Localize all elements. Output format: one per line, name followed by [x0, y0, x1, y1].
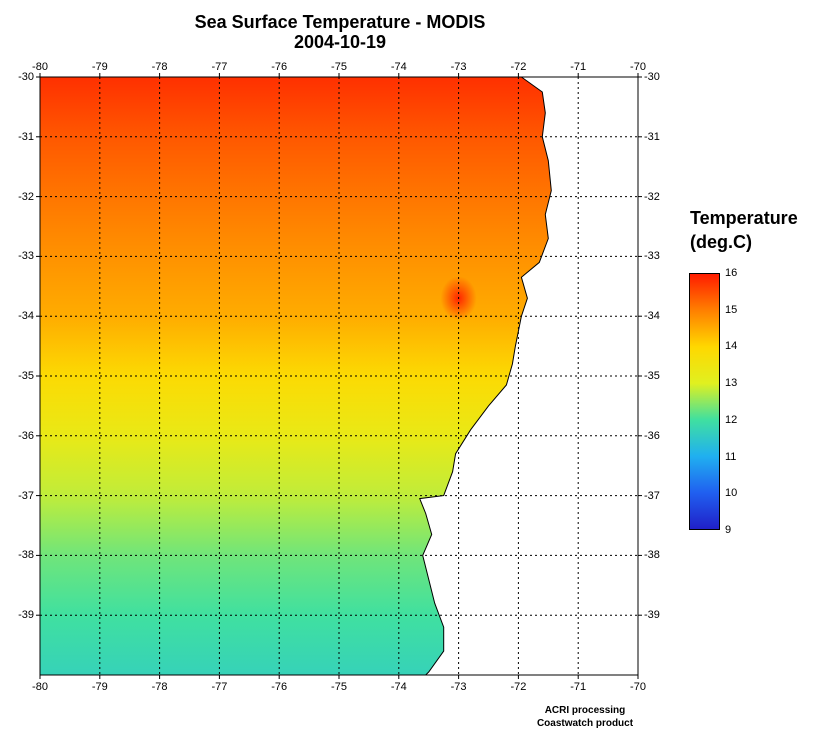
top-lon-label: -77: [211, 61, 228, 73]
colorbar-tick-label: 9: [725, 524, 732, 536]
right-lat-label: -33: [644, 250, 660, 263]
right-lat-label: -30: [644, 71, 660, 83]
left-lat-label: -33: [18, 250, 34, 263]
right-lat-label: -32: [644, 190, 660, 203]
right-lat-label: -39: [644, 609, 660, 622]
left-lat-label: -32: [18, 190, 34, 203]
left-lat-label: -34: [18, 310, 34, 323]
left-lat-label: -39: [18, 609, 34, 622]
bottom-lon-label: -73: [450, 681, 467, 693]
right-lat-label: -35: [644, 370, 660, 382]
right-lat-label: -36: [644, 429, 660, 442]
bottom-lon-label: -76: [271, 681, 288, 693]
map-title: Sea Surface Temperature - MODIS: [194, 12, 486, 32]
colorbar-tick-label: 16: [725, 267, 738, 279]
left-lat-label: -38: [18, 549, 34, 562]
bottom-lon-label: -71: [570, 681, 587, 693]
bottom-lon-label: -79: [91, 681, 108, 693]
bottom-lon-label: -72: [510, 681, 527, 693]
left-lat-label: -37: [18, 489, 34, 502]
top-lon-label: -75: [331, 61, 347, 73]
colorbar-tick-label: 10: [725, 487, 738, 500]
top-lon-label: -78: [151, 61, 168, 73]
left-lat-label: -36: [18, 429, 34, 442]
right-lat-label: -38: [644, 549, 660, 562]
left-lat-label: -30: [18, 71, 34, 83]
colorbar-tick-label: 11: [725, 450, 737, 463]
top-lon-label: -72: [510, 61, 527, 73]
top-lon-label: -74: [390, 61, 407, 73]
bottom-lon-label: -74: [390, 681, 407, 693]
coastline: [418, 76, 552, 676]
top-lon-label: -79: [91, 61, 108, 73]
credit-processing: ACRI processing: [544, 705, 626, 716]
colorbar-units: (deg.C): [690, 232, 752, 252]
top-lon-label: -73: [450, 61, 467, 73]
colorbar-tick-label: 12: [725, 413, 738, 426]
colorbar-tick-label: 15: [725, 303, 738, 316]
colorbar-tick-label: 13: [725, 377, 738, 390]
temperature-colorbar: [689, 273, 720, 530]
bottom-lon-label: -70: [630, 681, 646, 693]
bottom-lon-label: -75: [331, 681, 347, 693]
top-lon-label: -70: [630, 61, 646, 73]
top-lon-label: -80: [32, 61, 48, 73]
bottom-lon-label: -80: [32, 681, 48, 693]
credit-product: Coastwatch product: [536, 718, 634, 729]
left-lat-label: -35: [18, 370, 34, 382]
colorbar-title: Temperature: [690, 208, 798, 228]
map-date: 2004-10-19: [293, 32, 387, 52]
right-lat-label: -37: [644, 489, 660, 502]
left-lat-label: -31: [18, 130, 34, 143]
bottom-lon-label: -77: [211, 681, 228, 693]
right-lat-label: -31: [644, 130, 660, 143]
right-lat-label: -34: [644, 310, 660, 323]
top-lon-label: -76: [271, 61, 288, 73]
bottom-lon-label: -78: [151, 681, 168, 693]
top-lon-label: -71: [570, 61, 587, 73]
colorbar-tick-label: 14: [725, 340, 738, 353]
